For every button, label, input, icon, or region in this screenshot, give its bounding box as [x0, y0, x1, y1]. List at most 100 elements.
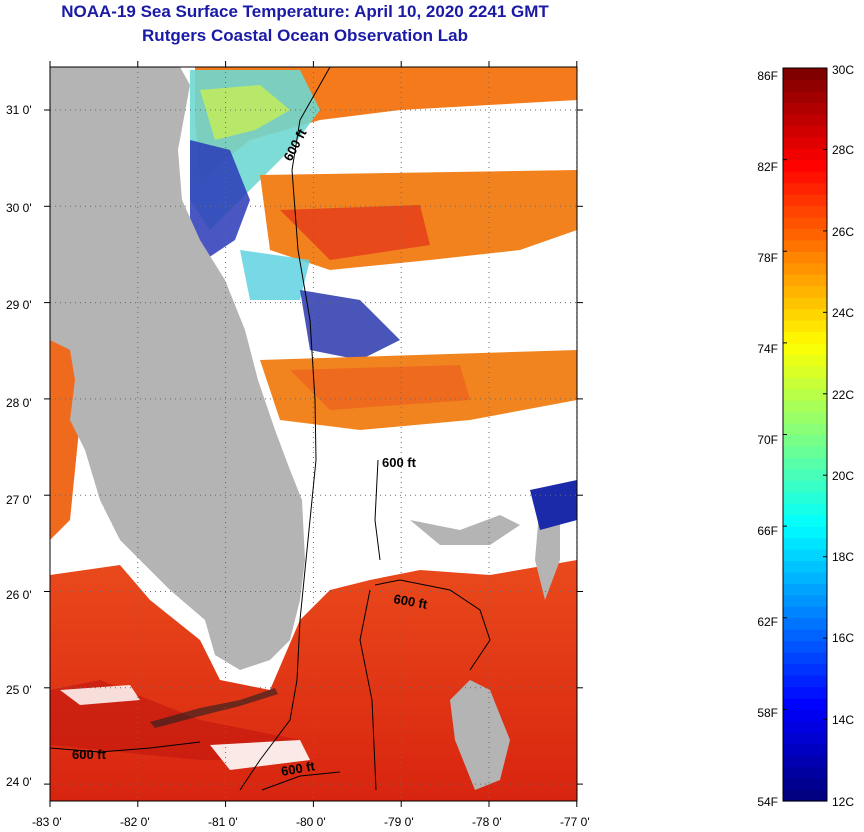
colorbar-strip: [783, 594, 827, 607]
contour-label: 600 ft: [382, 455, 417, 470]
latitude-axis: 31 0' 30 0' 29 0' 28 0' 27 0' 26 0' 25 0…: [6, 103, 32, 789]
f-label: 62F: [757, 615, 778, 629]
colorbar-strip: [783, 457, 827, 470]
colorbar-strip: [783, 697, 827, 710]
colorbar-strip: [783, 262, 827, 275]
colorbar-strip: [783, 503, 827, 516]
colorbar-strip: [783, 228, 827, 241]
lon-tick-label: -83 0': [32, 815, 62, 829]
colorbar-strip: [783, 79, 827, 92]
contour-600ft-south: [261, 771, 341, 791]
colorbar-strip: [783, 686, 827, 699]
colorbar-strip: [783, 297, 827, 310]
colorbar-strip: [783, 537, 827, 550]
colorbar-strip: [783, 514, 827, 527]
colorbar-strip: [783, 434, 827, 447]
colorbar-strip: [783, 755, 827, 768]
colorbar-strip: [783, 720, 827, 733]
celsius-labels: 30C 28C 26C 24C 22C 20C 18C 16C 14C 12C: [832, 63, 854, 809]
colorbar-strip: [783, 789, 827, 802]
grand-bahama: [410, 515, 520, 545]
colorbar-strip: [783, 549, 827, 562]
colorbar-strip: [783, 571, 827, 584]
c-label: 18C: [832, 550, 854, 564]
c-label: 14C: [832, 713, 854, 727]
colorbar-strip: [783, 480, 827, 493]
fahrenheit-labels: 86F 82F 78F 74F 70F 66F 62F 58F 54F: [757, 69, 778, 809]
sst-cool-patch: [240, 250, 310, 300]
colorbar-strip: [783, 732, 827, 745]
c-label: 24C: [832, 306, 854, 320]
axis-ticks: [44, 61, 583, 807]
lat-tick-label: 28 0': [6, 396, 32, 410]
longitude-axis: -83 0' -82 0' -81 0' -80 0' -79 0' -78 0…: [32, 815, 590, 829]
colorbar-strip: [783, 90, 827, 103]
c-label: 26C: [832, 225, 854, 239]
contour-label: 600 ft: [72, 747, 107, 762]
c-label: 16C: [832, 631, 854, 645]
lon-tick-label: -79 0': [384, 815, 414, 829]
colorbar-strip: [783, 743, 827, 756]
colorbar-strip: [783, 652, 827, 665]
colorbar-strip: [783, 640, 827, 653]
colorbar-strip: [783, 526, 827, 539]
c-label: 12C: [832, 795, 854, 809]
colorbar-strip: [783, 778, 827, 791]
f-label: 78F: [757, 251, 778, 265]
colorbar-strip: [783, 468, 827, 481]
f-label: 86F: [757, 69, 778, 83]
lat-tick-label: 30 0': [6, 201, 32, 215]
colorbar-strip: [783, 663, 827, 676]
f-label: 70F: [757, 433, 778, 447]
colorbar-strip: [783, 388, 827, 401]
f-label: 58F: [757, 706, 778, 720]
f-label: 66F: [757, 524, 778, 538]
sst-warm-core: [280, 205, 430, 260]
contour-600ft-gulf: [50, 741, 201, 753]
colorbar-strip: [783, 274, 827, 287]
f-label: 82F: [757, 160, 778, 174]
colorbar-strip: [783, 411, 827, 424]
colorbar-strip: [783, 766, 827, 779]
colorbar-strip: [783, 251, 827, 264]
colorbar-strip: [783, 423, 827, 436]
c-label: 22C: [832, 388, 854, 402]
colorbar-strip: [783, 354, 827, 367]
colorbar-strip: [783, 113, 827, 126]
colorbar-strip: [783, 159, 827, 172]
map-panel: 600 ft 600 ft 600 ft 600 ft 600 ft: [50, 67, 577, 801]
c-label: 30C: [832, 63, 854, 77]
contour-label: 600 ft: [392, 591, 429, 612]
colorbar-strip: [783, 560, 827, 573]
colorbar-strip: [783, 285, 827, 298]
contour-600ft-tongue: [374, 579, 491, 671]
lat-tick-label: 29 0': [6, 298, 32, 312]
colorbar-strip: [783, 68, 827, 81]
colorbar-strip: [783, 136, 827, 149]
colorbar-strip: [783, 148, 827, 161]
colorbar-strip: [783, 205, 827, 218]
colorbar-strip: [783, 445, 827, 459]
lat-tick-label: 24 0': [6, 775, 32, 789]
sst-cold-bahamas: [530, 480, 577, 530]
lon-tick-label: -80 0': [296, 815, 326, 829]
lon-tick-label: -82 0': [120, 815, 150, 829]
lat-tick-label: 26 0': [6, 588, 32, 602]
colorbar-strip: [783, 377, 827, 390]
f-label: 54F: [757, 795, 778, 809]
colorbar-strip: [783, 102, 827, 115]
colorbar-strips: [783, 68, 827, 802]
map-subtitle: Rutgers Coastal Ocean Observation Lab: [142, 26, 468, 45]
colorbar-strip: [783, 617, 827, 630]
colorbar-strip: [783, 319, 827, 333]
colorbar-strip: [783, 331, 827, 344]
florida-landmass: [50, 67, 305, 670]
lat-tick-label: 25 0': [6, 683, 32, 697]
map-title: NOAA-19 Sea Surface Temperature: April 1…: [61, 2, 549, 21]
lon-tick-label: -78 0': [472, 815, 502, 829]
colorbar-strip: [783, 216, 827, 229]
colorbar-strip: [783, 182, 827, 195]
sst-green-patch: [200, 85, 290, 140]
